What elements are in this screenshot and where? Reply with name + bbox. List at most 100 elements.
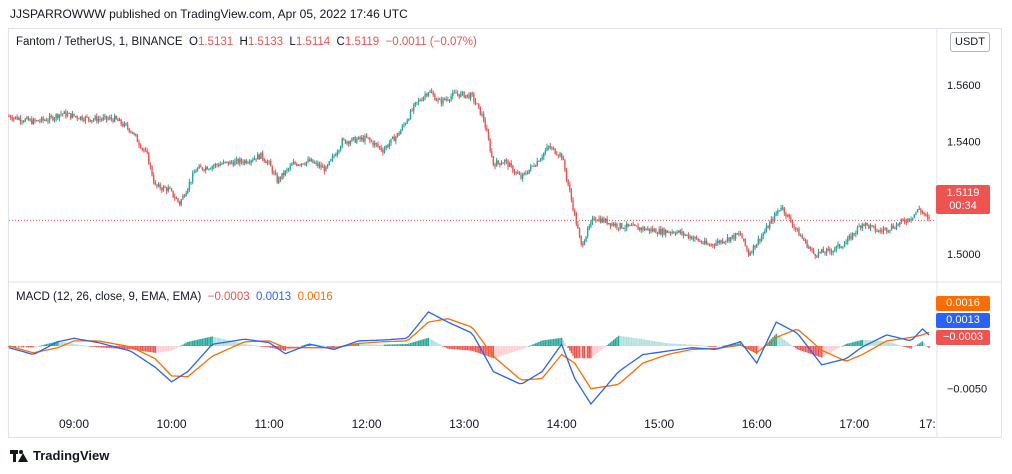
macd-hist-bar [556, 338, 558, 346]
candle [458, 94, 460, 99]
candle-body [42, 117, 44, 121]
candle-body [248, 162, 251, 164]
candle [187, 187, 189, 195]
candle [668, 230, 670, 234]
candle [699, 238, 701, 242]
macd-hist-bar [190, 341, 192, 346]
candle-body [713, 245, 716, 247]
candle-body [63, 111, 65, 114]
candle-body [876, 231, 878, 233]
macd-hist-bar [164, 346, 166, 352]
symbol-title[interactable]: Fantom / TetherUS, 1, BINANCE [16, 36, 183, 48]
macd-hist-bar [882, 341, 885, 346]
candle-body [156, 184, 158, 187]
macd-hist-bar [660, 342, 662, 346]
macd-hist-bar [96, 346, 98, 348]
macd-hist-bar [66, 342, 69, 346]
macd-hist-bar [494, 346, 496, 358]
candle-body [690, 236, 693, 240]
macd-title[interactable]: MACD (12, 26, close, 9, EMA, EMA) [16, 291, 202, 303]
candle [440, 96, 443, 107]
macd-hist-bar [682, 344, 685, 346]
candle-body [430, 91, 433, 94]
candle-body [435, 100, 438, 102]
candle [443, 97, 446, 101]
candle-body [765, 226, 768, 232]
candle-body [804, 240, 807, 242]
macd-hist-bar [302, 345, 304, 347]
macd-hist-bar [853, 341, 855, 346]
candle [50, 113, 52, 119]
candle-body [821, 249, 823, 253]
candle-body [679, 230, 682, 234]
candle [790, 214, 792, 223]
macd-hist-bar [720, 346, 722, 347]
candle [881, 227, 883, 235]
macd-hist-bar [473, 346, 475, 352]
macd-hist-bar [796, 346, 799, 350]
macd-hist-bar [707, 346, 709, 347]
macd-hist-bar [821, 346, 823, 358]
macd-hist-bar [139, 346, 142, 351]
candle [860, 225, 862, 231]
candle-body [695, 236, 698, 239]
macd-hist-bar [702, 345, 704, 347]
macd-hist-bar [925, 344, 927, 346]
macd-hist-bar [364, 344, 366, 346]
candle-body [421, 100, 423, 102]
macd-hist-bar [37, 346, 39, 347]
candle [549, 142, 551, 150]
candle [367, 137, 369, 140]
candle [230, 159, 233, 165]
candle [144, 147, 147, 152]
candle [299, 163, 301, 167]
macd-hist-bar [669, 343, 672, 346]
candle [291, 162, 293, 166]
macd-hist-bar [135, 346, 137, 351]
candle [388, 140, 391, 150]
candle-body [479, 106, 482, 115]
macd-hist-bar [799, 346, 802, 351]
macd-hist-bar [201, 338, 204, 346]
candle [175, 196, 178, 200]
macd-hist-bar [382, 344, 384, 346]
candle [629, 224, 631, 227]
macd-hist-bar [465, 346, 467, 351]
candle [551, 146, 553, 151]
candle [322, 163, 324, 168]
currency-button[interactable]: USDT [950, 32, 990, 52]
macd-hist-bar [297, 346, 300, 347]
candle [265, 159, 267, 164]
candle [601, 216, 603, 223]
macd-hist-bar [126, 346, 129, 350]
candle-body [424, 94, 426, 98]
candle [191, 170, 194, 185]
candle [118, 117, 121, 122]
macd-hist-bar [365, 344, 368, 346]
candle [429, 89, 431, 94]
candle [11, 115, 13, 122]
candle [97, 115, 100, 124]
macd-hist-bar [928, 346, 930, 349]
candle-body [608, 223, 610, 225]
macd-hist-bar [838, 346, 841, 348]
macd-hist-bar [447, 346, 449, 349]
candle-body [152, 175, 155, 183]
candle [733, 232, 735, 241]
candle [521, 173, 524, 182]
candle [330, 158, 332, 162]
candle [209, 167, 212, 170]
candle-body [754, 245, 756, 248]
candle [448, 99, 451, 104]
candle-body [200, 166, 202, 168]
tradingview-footer[interactable]: TradingView [10, 448, 109, 463]
time-tick-label-2: 11:00 [255, 417, 284, 431]
candle [369, 137, 371, 144]
candle-body [26, 117, 28, 119]
macd-hist-bar [903, 346, 906, 347]
candle [224, 161, 226, 164]
candle-body [894, 228, 896, 230]
last-price-value: 1.5119 [946, 187, 980, 199]
macd-hist-bar [773, 335, 776, 346]
